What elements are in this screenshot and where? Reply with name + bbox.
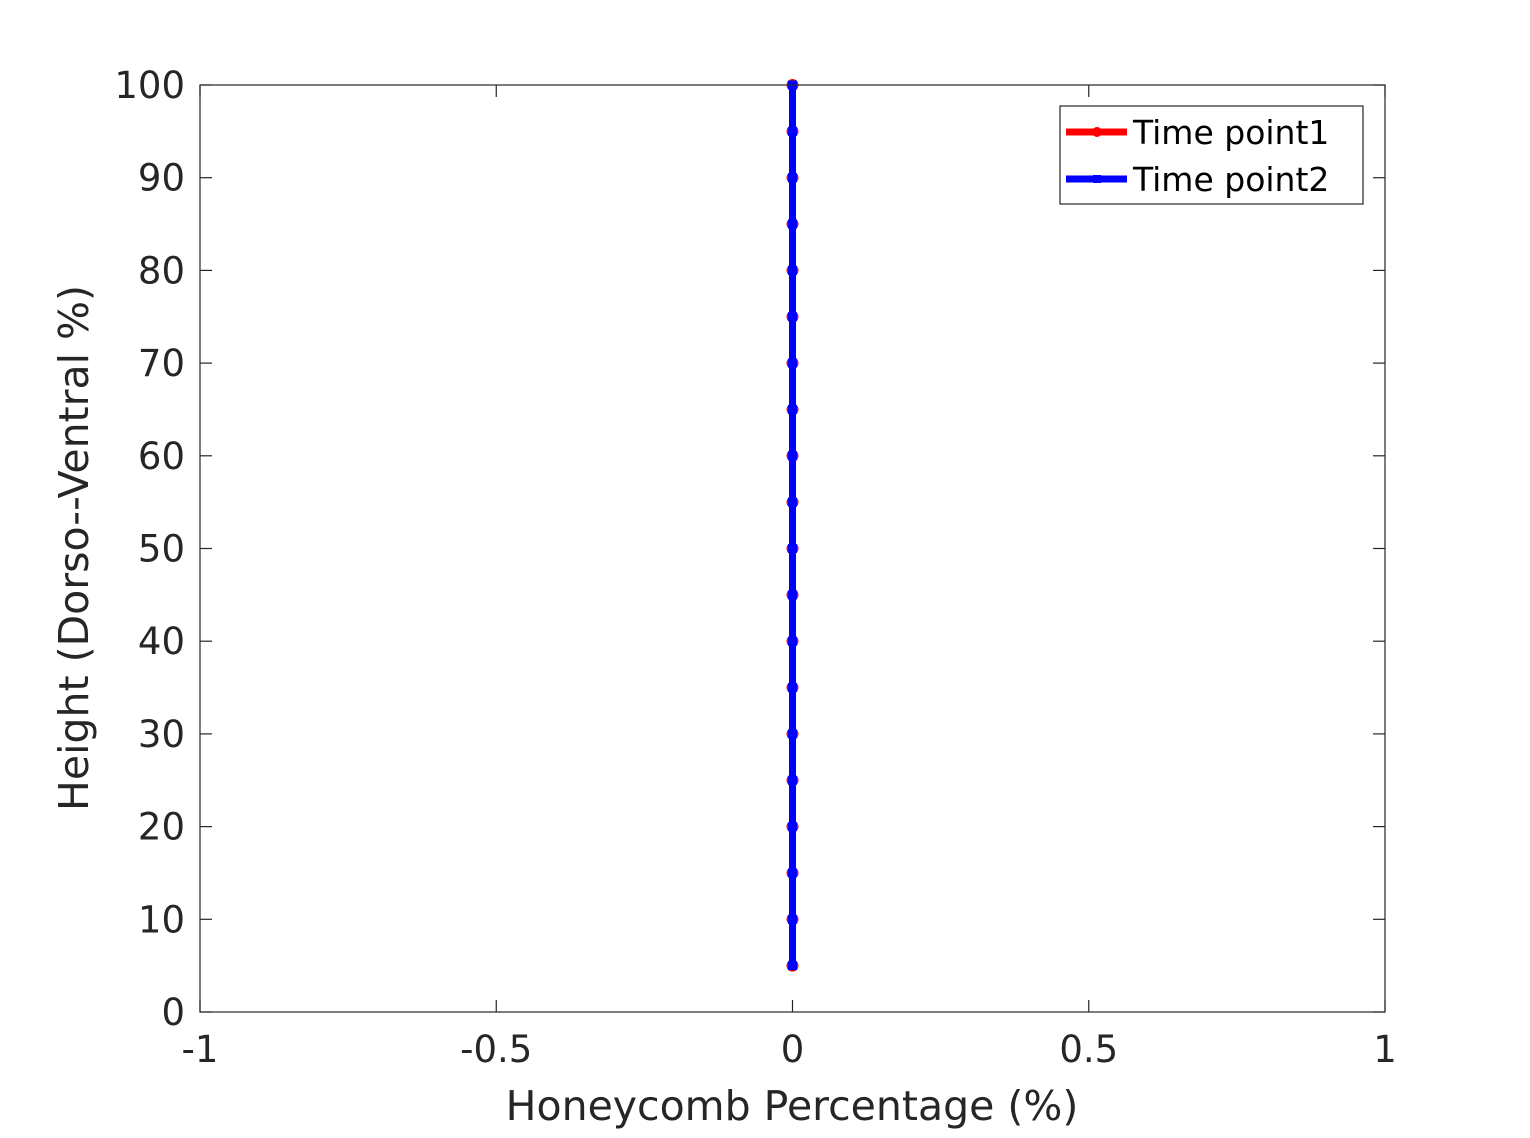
y-tick-label: 30 <box>138 713 185 756</box>
x-tick-label: -0.5 <box>460 1028 532 1071</box>
data-point <box>788 312 797 322</box>
x-tick-label: 0 <box>781 1028 805 1071</box>
y-tick-label: 0 <box>161 991 185 1034</box>
y-axis-label: Height (Dorso--Ventral %) <box>50 285 98 811</box>
data-point <box>788 636 797 646</box>
legend: Time point1 Time point2 <box>1059 105 1364 205</box>
data-point <box>788 173 797 183</box>
data-point <box>788 544 797 553</box>
y-tick-label: 10 <box>138 898 185 941</box>
plot-frame <box>199 84 1386 1013</box>
data-point <box>788 497 797 507</box>
y-tick-labels: 0 10 20 30 40 50 60 70 80 90 100 <box>114 64 185 1034</box>
x-tick-label: 1 <box>1373 1028 1397 1071</box>
series-layer <box>786 79 799 972</box>
legend-marker <box>1092 127 1102 137</box>
data-point <box>788 451 797 461</box>
y-tick-label: 70 <box>138 342 185 385</box>
y-tick-label: 40 <box>138 620 185 663</box>
y-tick-label: 60 <box>138 435 185 478</box>
x-tick-labels: -1 -0.5 0 0.5 1 <box>182 1028 1397 1071</box>
data-point <box>788 961 797 971</box>
data-point <box>788 914 797 924</box>
series-2 <box>788 80 797 971</box>
y-tick-label: 90 <box>138 157 185 200</box>
data-point <box>788 590 797 600</box>
legend-item: Time point1 <box>1066 113 1329 152</box>
x-tick-label: 0.5 <box>1059 1028 1118 1071</box>
data-point <box>788 126 797 136</box>
data-point <box>788 404 797 414</box>
data-point <box>788 358 797 368</box>
data-point <box>788 868 797 878</box>
legend-item: Time point2 <box>1066 160 1329 199</box>
y-tick-label: 50 <box>138 528 185 571</box>
data-point <box>788 822 797 832</box>
x-axis-label: Honeycomb Percentage (%) <box>506 1082 1079 1130</box>
legend-label: Time point2 <box>1132 160 1329 199</box>
data-point <box>788 265 797 275</box>
legend-box <box>1059 105 1364 205</box>
y-tick-label: 100 <box>114 64 185 107</box>
data-point <box>788 219 797 229</box>
legend-marker <box>1093 175 1101 183</box>
y-tick-label: 80 <box>138 249 185 292</box>
data-point <box>788 775 797 785</box>
x-tick-label: -1 <box>182 1028 219 1071</box>
data-point <box>788 729 797 739</box>
y-tick-label: 20 <box>138 806 185 849</box>
legend-label: Time point1 <box>1132 113 1329 152</box>
data-point <box>788 683 797 693</box>
